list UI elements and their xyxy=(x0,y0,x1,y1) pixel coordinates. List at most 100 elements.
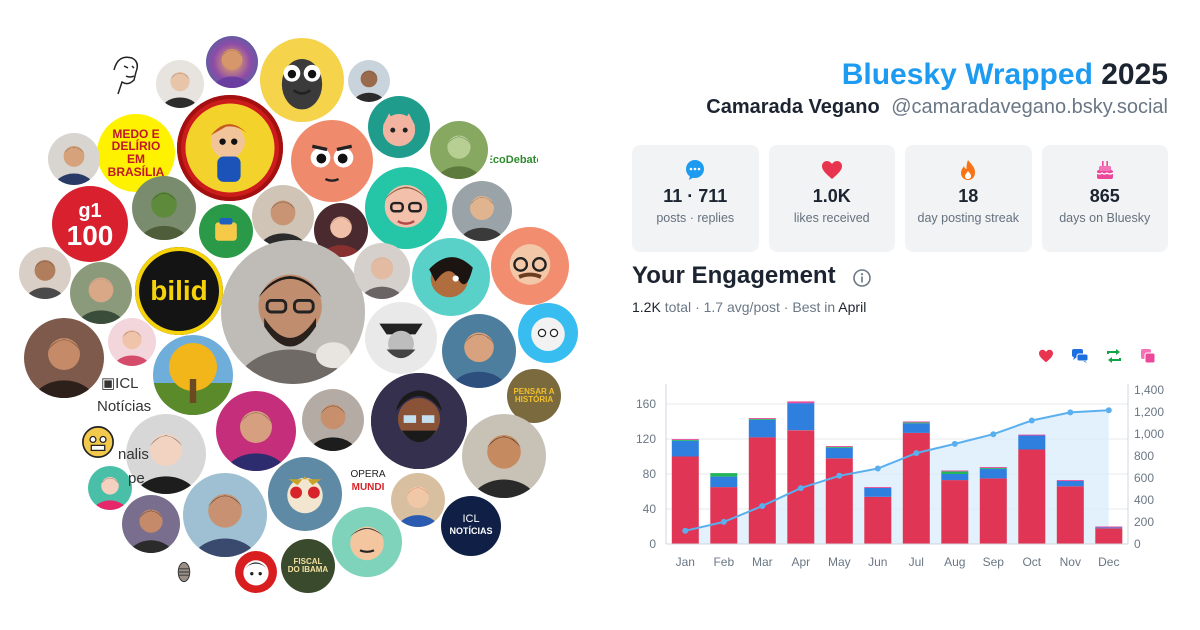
avatar xyxy=(348,60,390,102)
engagement-avg: 1.7 avg/post xyxy=(703,299,780,315)
avatar xyxy=(252,185,314,247)
avatar xyxy=(491,227,569,305)
x-tick-label: May xyxy=(828,555,851,569)
bar-segment xyxy=(710,487,738,544)
engagement-chart: 0 40 80 120 160 0 200 400 600 800 1,000 1,200 1,400 J… xyxy=(636,383,1164,569)
avatar xyxy=(199,204,253,258)
avatar xyxy=(268,457,342,531)
stat-label: day posting streak xyxy=(917,211,1019,225)
avatar xyxy=(168,556,200,588)
y-left-tick-label: 80 xyxy=(643,467,657,481)
bar-segment xyxy=(825,458,853,544)
bar-segment xyxy=(902,432,930,544)
flame-icon xyxy=(905,159,1032,181)
avatar xyxy=(177,95,283,201)
avatar xyxy=(216,391,296,471)
avatar xyxy=(108,318,156,366)
bar-segment xyxy=(825,446,853,447)
cumulative-point xyxy=(836,472,843,479)
stat-card-streak: 18 day posting streak xyxy=(905,145,1032,252)
avatar xyxy=(354,243,410,299)
y-right-tick-label: 400 xyxy=(1134,493,1154,507)
avatar xyxy=(391,473,445,527)
year-title: 2025 xyxy=(1101,58,1168,91)
bar-segment xyxy=(864,496,892,545)
bar-segment xyxy=(1095,527,1123,529)
avatar: PENSAR A HISTÓRIA xyxy=(507,369,561,423)
avatar-cluster: MEDO E DELÍRIO EM BRASÍLIA EcoDebate g1100… xyxy=(19,36,578,593)
bar-segment xyxy=(787,403,815,431)
broken-image-alt-line-2: Notícias xyxy=(97,398,152,415)
x-tick-label: Aug xyxy=(944,555,965,569)
bar-segment xyxy=(1056,480,1084,481)
bar-segment xyxy=(710,476,738,488)
bar-segment xyxy=(902,422,930,424)
user-handle: @camaradavegano.bsky.social xyxy=(891,96,1168,118)
engagement-title: Your Engagement xyxy=(632,262,836,289)
y-left-tick-label: 120 xyxy=(636,432,656,446)
broken-image-text: nalis xyxy=(118,446,149,463)
stat-value: 865 xyxy=(1089,186,1120,206)
bar-segment xyxy=(902,423,930,433)
bar-segment xyxy=(825,447,853,459)
bar-segment xyxy=(671,440,699,457)
bar-segment xyxy=(941,470,969,472)
display-name: Camarada Vegano xyxy=(706,96,880,118)
bar-segment xyxy=(1095,526,1123,528)
bar-segment xyxy=(979,468,1007,479)
cumulative-point xyxy=(720,518,727,525)
avatar xyxy=(183,473,267,557)
engagement-total-value: 1.2K xyxy=(632,299,661,315)
bar-segment xyxy=(864,487,892,488)
avatar xyxy=(206,36,258,88)
stat-card-likes: 1.0K likes received xyxy=(768,145,895,252)
avatar xyxy=(70,262,132,324)
y-right-tick-label: 600 xyxy=(1134,471,1154,485)
cumulative-point xyxy=(913,450,920,457)
avatar xyxy=(88,466,132,510)
bar-segment xyxy=(825,446,853,448)
stat-label: days on Bluesky xyxy=(1059,211,1151,225)
engagement-best-month: April xyxy=(838,299,867,315)
y-right-tick-label: 0 xyxy=(1134,537,1141,551)
cumulative-point xyxy=(682,527,689,534)
bar-segment xyxy=(748,419,776,438)
bar-segment xyxy=(941,471,969,474)
avatar xyxy=(156,60,204,108)
reply-icon xyxy=(1070,346,1090,366)
bar-segment xyxy=(864,488,892,497)
cumulative-point xyxy=(759,503,766,509)
bar-segment xyxy=(710,473,738,477)
bar-segment xyxy=(748,418,776,420)
bar-segment xyxy=(979,467,1007,468)
stat-label: posts · replies xyxy=(656,211,735,225)
bar-segment xyxy=(671,439,699,440)
engagement-best-prefix: Best in xyxy=(792,299,836,315)
stat-cards: 11 · 711 posts · replies 1.0K likes rece… xyxy=(632,145,1168,252)
cumulative-point xyxy=(1028,417,1035,424)
stat-card-days: 865 days on Bluesky xyxy=(1041,145,1168,252)
bar-segment xyxy=(1018,435,1046,450)
y-left-tick-label: 160 xyxy=(636,397,656,411)
user-identity: Camarada Vegano @camaradavegano.bsky.soc… xyxy=(706,96,1168,119)
avatar xyxy=(430,121,488,179)
x-tick-label: Mar xyxy=(752,555,773,569)
avatar-sketch xyxy=(106,50,146,96)
info-icon[interactable] xyxy=(852,268,872,293)
avatar: ICL NOTÍCIAS xyxy=(441,496,501,556)
x-tick-label: Jul xyxy=(909,555,924,569)
avatar xyxy=(452,181,512,241)
avatar xyxy=(122,495,180,553)
avatar xyxy=(235,551,277,593)
bar-segment xyxy=(979,467,1007,469)
avatar xyxy=(24,318,104,398)
x-tick-label: Sep xyxy=(983,555,1005,569)
avatar xyxy=(442,314,516,388)
cumulative-point xyxy=(990,431,997,438)
broken-image-text: pe xyxy=(128,470,145,487)
x-tick-label: Oct xyxy=(1022,555,1041,569)
bar-segment xyxy=(748,437,776,544)
avatar xyxy=(462,414,546,498)
avatar: MEDO E DELÍRIO EM BRASÍLIA xyxy=(97,114,175,192)
avatar xyxy=(19,247,71,299)
